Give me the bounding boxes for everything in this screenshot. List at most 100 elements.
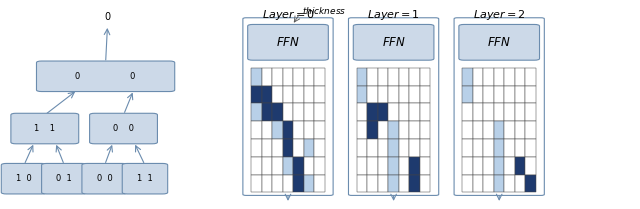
Bar	[272, 175, 283, 192]
Bar	[463, 86, 473, 103]
Bar	[399, 157, 410, 175]
Bar	[515, 86, 525, 103]
Bar	[283, 139, 293, 157]
Bar	[304, 157, 314, 175]
FancyBboxPatch shape	[459, 24, 540, 60]
Bar	[262, 175, 272, 192]
Bar	[357, 68, 367, 86]
Text: $\mathit{thickness}$: $\mathit{thickness}$	[302, 5, 347, 16]
Bar	[262, 68, 272, 86]
Bar	[399, 139, 410, 157]
Bar	[293, 139, 304, 157]
Bar	[420, 157, 430, 175]
Bar	[483, 175, 494, 192]
Bar	[525, 157, 536, 175]
Bar	[378, 121, 388, 139]
Bar	[367, 121, 378, 139]
Bar	[378, 157, 388, 175]
Bar	[473, 157, 483, 175]
Bar	[515, 157, 525, 175]
Bar	[262, 157, 272, 175]
Bar	[262, 121, 272, 139]
Bar	[388, 103, 399, 121]
Bar	[483, 86, 494, 103]
Bar	[463, 175, 473, 192]
Bar	[367, 86, 378, 103]
Text: 0  0: 0 0	[97, 174, 113, 183]
Bar	[252, 68, 262, 86]
Bar	[314, 103, 325, 121]
Bar	[388, 175, 399, 192]
Bar	[252, 121, 262, 139]
Text: $\mathit{Layer = 0}$: $\mathit{Layer = 0}$	[262, 8, 314, 22]
Bar	[304, 86, 314, 103]
Text: 0  1: 0 1	[56, 174, 72, 183]
Bar	[473, 103, 483, 121]
FancyBboxPatch shape	[36, 61, 175, 92]
Bar	[515, 121, 525, 139]
Bar	[283, 68, 293, 86]
Bar	[367, 157, 378, 175]
Bar	[378, 86, 388, 103]
FancyBboxPatch shape	[1, 163, 47, 194]
Text: $\mathit{Layer = 2}$: $\mathit{Layer = 2}$	[473, 8, 525, 22]
Bar	[357, 175, 367, 192]
Bar	[314, 121, 325, 139]
Bar	[410, 121, 420, 139]
Bar	[463, 68, 473, 86]
Bar	[463, 139, 473, 157]
Bar	[399, 103, 410, 121]
Bar	[293, 157, 304, 175]
Bar	[304, 103, 314, 121]
Bar	[314, 68, 325, 86]
Bar	[494, 68, 504, 86]
Text: 1  0: 1 0	[16, 174, 32, 183]
Bar	[283, 86, 293, 103]
Bar	[504, 139, 515, 157]
Bar	[304, 139, 314, 157]
Bar	[483, 68, 494, 86]
Bar	[388, 86, 399, 103]
Bar	[293, 86, 304, 103]
Bar	[494, 139, 504, 157]
Bar	[272, 103, 283, 121]
Bar	[473, 175, 483, 192]
Bar	[494, 175, 504, 192]
Text: $\mathit{FFN}$: $\mathit{FFN}$	[276, 36, 300, 49]
Bar	[252, 175, 262, 192]
Bar	[410, 157, 420, 175]
FancyBboxPatch shape	[11, 113, 79, 144]
Bar	[357, 86, 367, 103]
Bar	[399, 86, 410, 103]
Bar	[494, 157, 504, 175]
Text: 1    1: 1 1	[35, 124, 55, 133]
Bar	[262, 86, 272, 103]
Bar	[378, 139, 388, 157]
Bar	[410, 68, 420, 86]
Bar	[504, 68, 515, 86]
Bar	[388, 121, 399, 139]
Bar	[420, 68, 430, 86]
Bar	[367, 103, 378, 121]
Bar	[525, 86, 536, 103]
Bar	[272, 157, 283, 175]
Bar	[314, 175, 325, 192]
FancyBboxPatch shape	[353, 24, 434, 60]
Bar	[494, 86, 504, 103]
Bar	[515, 175, 525, 192]
Bar	[293, 121, 304, 139]
Bar	[388, 68, 399, 86]
Bar	[463, 157, 473, 175]
Text: 1  1: 1 1	[137, 174, 153, 183]
FancyBboxPatch shape	[90, 113, 157, 144]
FancyBboxPatch shape	[42, 163, 87, 194]
Bar	[504, 121, 515, 139]
Bar	[252, 103, 262, 121]
Bar	[420, 86, 430, 103]
Bar	[420, 175, 430, 192]
Bar	[515, 68, 525, 86]
Bar	[283, 103, 293, 121]
Bar	[483, 121, 494, 139]
Bar	[262, 103, 272, 121]
Bar	[283, 157, 293, 175]
